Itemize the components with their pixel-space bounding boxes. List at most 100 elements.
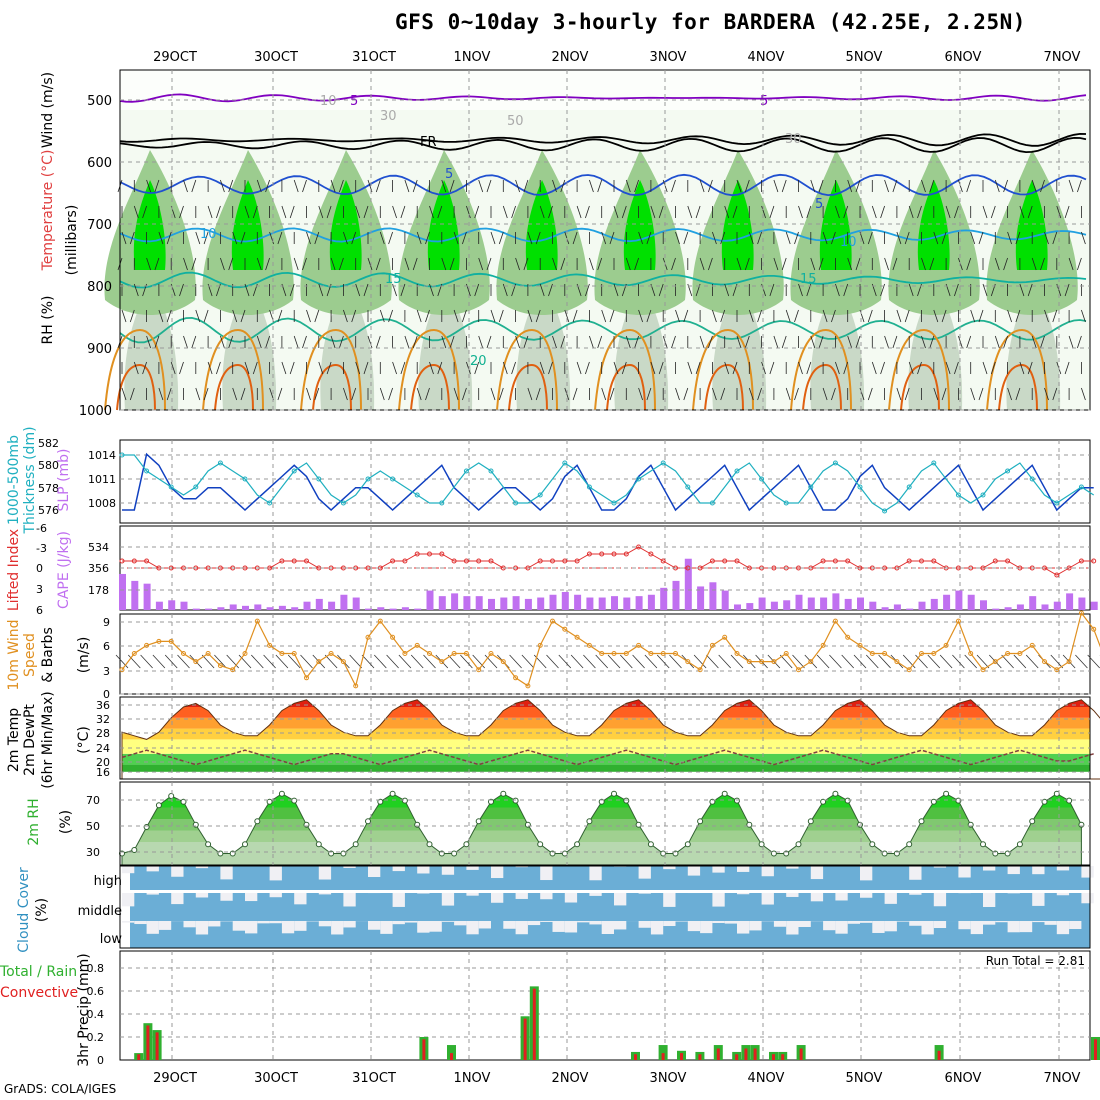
- wind-barb: [416, 231, 422, 245]
- wind-barb: [252, 361, 258, 375]
- wind-barb: [769, 361, 775, 375]
- cape-bar: [980, 600, 987, 610]
- wind-barb: [449, 335, 455, 349]
- date-top-31OCT: 31OCT: [352, 50, 396, 65]
- rh-point: [635, 821, 642, 828]
- wind-barb: [650, 361, 656, 375]
- wind-barb: [941, 387, 947, 401]
- wind-barb: [474, 205, 480, 219]
- precip-conv-bar: [450, 1053, 453, 1060]
- cloud-gap: [368, 866, 381, 878]
- wind-barb: [429, 283, 434, 297]
- wind-ylabel4: (m/s): [76, 637, 92, 674]
- wind-barb: [146, 257, 151, 271]
- li-point: [476, 558, 482, 564]
- wind-barb: [1077, 257, 1082, 271]
- isotherm-30: [802, 363, 842, 411]
- wind-barb: [867, 309, 873, 323]
- wind-point: [992, 659, 998, 665]
- date-top-30OCT: 30OCT: [254, 50, 298, 65]
- wind-barb: [535, 387, 541, 401]
- wind-barb: [1001, 654, 1014, 669]
- slp-point: [291, 468, 297, 474]
- wind-barb: [576, 361, 582, 375]
- cloud-gap: [515, 866, 528, 868]
- cloud-gap: [503, 921, 516, 929]
- wind-barb: [183, 179, 188, 193]
- rh-point: [365, 818, 371, 825]
- cloud-gap: [466, 893, 479, 896]
- slp-point: [144, 468, 150, 474]
- li-point: [586, 551, 592, 557]
- cloud-gap: [441, 893, 455, 906]
- cloud-gap: [318, 866, 332, 880]
- wind-barb: [1081, 309, 1086, 323]
- wind-point: [574, 634, 580, 640]
- wind-barb: [195, 231, 201, 245]
- wind-barb: [351, 231, 357, 245]
- wind-barb: [613, 361, 619, 375]
- wind-barb: [293, 179, 299, 193]
- wind-barb: [410, 654, 424, 669]
- cloud-gap: [921, 921, 934, 935]
- wind-barb: [1003, 257, 1008, 271]
- cape-bar: [881, 607, 889, 610]
- wind-barb: [293, 257, 299, 271]
- cloud-gap: [872, 921, 885, 933]
- wind-barb: [289, 205, 295, 219]
- temp-band: [122, 764, 1090, 772]
- wind-barb: [256, 335, 262, 349]
- li-point: [131, 558, 137, 564]
- wind-barb: [699, 257, 705, 271]
- wind-barb: [904, 231, 910, 245]
- rh-shade-high: [329, 180, 362, 270]
- wind-barb: [355, 361, 361, 375]
- wind-barb: [620, 654, 633, 669]
- wind-barb: [1019, 283, 1025, 297]
- li-point: [402, 558, 408, 564]
- wind-barb: [781, 335, 787, 349]
- slp-point: [734, 468, 740, 474]
- wind-barb: [732, 361, 738, 375]
- wind-barb: [1031, 335, 1037, 349]
- wind-barb: [232, 231, 238, 245]
- isotherm-30: [214, 363, 254, 411]
- thickness-slp-panel: 582 580 578 576 1014 1011 1008 1000-500mb Thickn…: [6, 426, 1095, 535]
- rh-point: [401, 797, 408, 804]
- wind-barb: [880, 361, 885, 375]
- cloud-gap: [798, 921, 811, 928]
- cape-bar: [401, 607, 409, 610]
- contour-label: 5: [445, 167, 453, 182]
- cloud-gap: [749, 921, 762, 931]
- wind-barb: [388, 387, 393, 401]
- cloud-gap: [1032, 866, 1045, 875]
- slp-point: [168, 484, 174, 490]
- temp-tick: 28: [96, 727, 110, 740]
- rh-point: [758, 841, 765, 848]
- wind-barb: [201, 654, 215, 669]
- li-point: [992, 558, 998, 564]
- slp-point: [955, 492, 961, 498]
- rh-point: [168, 793, 175, 799]
- wind-barb: [699, 179, 705, 193]
- cloud-ylabel2: (%): [34, 898, 50, 922]
- contour-label: 10: [320, 94, 337, 109]
- wind-barb: [300, 654, 313, 669]
- cloud-gap: [835, 893, 848, 901]
- wind-barb: [625, 335, 631, 349]
- cloud-gap: [589, 866, 602, 881]
- wind-barb: [560, 257, 566, 271]
- cloud-gap: [122, 866, 135, 874]
- cloud-gap: [269, 921, 282, 924]
- wind-barb: [732, 205, 738, 219]
- cloud-gap: [983, 866, 996, 871]
- contour-label: 30: [380, 109, 397, 124]
- wind-barb: [1007, 387, 1012, 401]
- wind-barb: [281, 361, 287, 375]
- slp-tick: 1011: [88, 473, 116, 486]
- li-point: [488, 558, 494, 564]
- li-point: [574, 558, 580, 564]
- wind-point: [685, 659, 691, 665]
- wind-barb: [170, 361, 176, 375]
- wind-barb: [240, 309, 246, 323]
